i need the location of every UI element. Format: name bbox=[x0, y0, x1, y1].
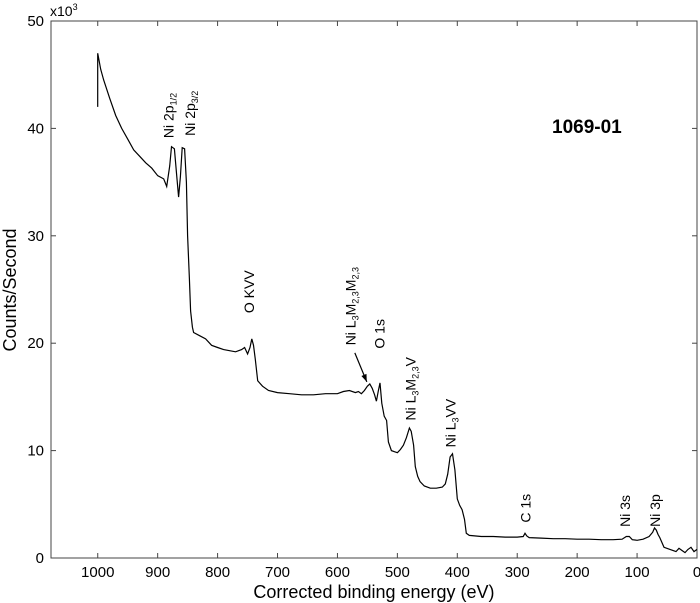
x-axis-title: Corrected binding energy (eV) bbox=[253, 582, 494, 602]
y-tick-label: 30 bbox=[27, 228, 44, 245]
axes: 1000 900 800 700 600 500 400 300 200 100 001020304… bbox=[27, 13, 700, 581]
plot-frame bbox=[50, 20, 698, 559]
peak-label: Ni 2p1/2 bbox=[161, 93, 179, 138]
peak-label: Ni 3p bbox=[647, 494, 663, 527]
peak-label: Ni 3s bbox=[617, 495, 633, 527]
peak-label-text: Ni L bbox=[343, 320, 359, 345]
peak-label-text: Ni L bbox=[403, 395, 419, 420]
peak-label-text: Ni L bbox=[443, 422, 459, 447]
x-tick-label: 100 bbox=[625, 564, 650, 581]
peak-label: O KVV bbox=[241, 270, 257, 313]
peak-label-text: Ni 3p bbox=[647, 494, 663, 527]
x-tick-label: 300 bbox=[505, 564, 530, 581]
arrowhead-icon bbox=[361, 373, 367, 382]
peak-label-subscript: 3/2 bbox=[190, 91, 200, 104]
y-tick-label: 10 bbox=[27, 443, 44, 460]
y-tick-label: 0 bbox=[36, 550, 44, 567]
x-tick-label: 400 bbox=[445, 564, 470, 581]
x-tick-label: 1000 bbox=[81, 564, 114, 581]
peak-label-text: M bbox=[343, 304, 359, 316]
peak-label-text: V bbox=[403, 356, 419, 366]
peak-label: O 1s bbox=[371, 319, 387, 349]
chart-title: 1069-01 bbox=[552, 117, 622, 138]
peak-label-text: Ni 2p bbox=[182, 103, 198, 136]
x-tick-label: 500 bbox=[385, 564, 410, 581]
x-tick-label: 0 bbox=[693, 564, 700, 581]
peak-label-text: O 1s bbox=[371, 319, 387, 349]
peak-label-text: M bbox=[403, 379, 419, 391]
peak-label-subscript: 3 bbox=[351, 315, 361, 320]
peak-label-text: M bbox=[343, 280, 359, 292]
x-tick-label: 800 bbox=[205, 564, 230, 581]
peak-label-subscript: 2,3 bbox=[411, 366, 421, 379]
y-tick-label: 50 bbox=[27, 13, 44, 30]
y-tick-label: 40 bbox=[27, 120, 44, 137]
peak-label-subscript: 2,3 bbox=[351, 291, 361, 304]
x-tick-label: 200 bbox=[565, 564, 590, 581]
peak-label-text: VV bbox=[443, 398, 459, 417]
peak-label-subscript: 3 bbox=[411, 391, 421, 396]
peak-label: C 1s bbox=[518, 494, 534, 523]
peak-label-subscript: 2,3 bbox=[351, 267, 361, 280]
x-tick-label: 700 bbox=[265, 564, 290, 581]
peak-label-text: Ni 2p bbox=[161, 105, 177, 138]
x-tick-label: 600 bbox=[325, 564, 350, 581]
peak-label-subscript: 1/2 bbox=[169, 93, 179, 106]
spectrum-line bbox=[97, 53, 698, 554]
y-tick-label: 20 bbox=[27, 335, 44, 352]
peak-label-text: C 1s bbox=[518, 494, 534, 523]
peak-label: Ni L3VV bbox=[443, 398, 461, 447]
peak-label-text: O KVV bbox=[241, 270, 257, 313]
peak-label: Ni 2p3/2 bbox=[182, 91, 200, 136]
y-multiplier: x103 bbox=[50, 2, 78, 19]
peak-label-text: Ni 3s bbox=[617, 495, 633, 527]
peak-label-subscript: 3 bbox=[451, 417, 461, 422]
peak-label: Ni L3M2,3M2,3 bbox=[343, 267, 361, 345]
peak-label: Ni L3M2,3V bbox=[403, 356, 421, 420]
y-axis-title: Counts/Second bbox=[0, 228, 20, 351]
x-tick-label: 900 bbox=[145, 564, 170, 581]
